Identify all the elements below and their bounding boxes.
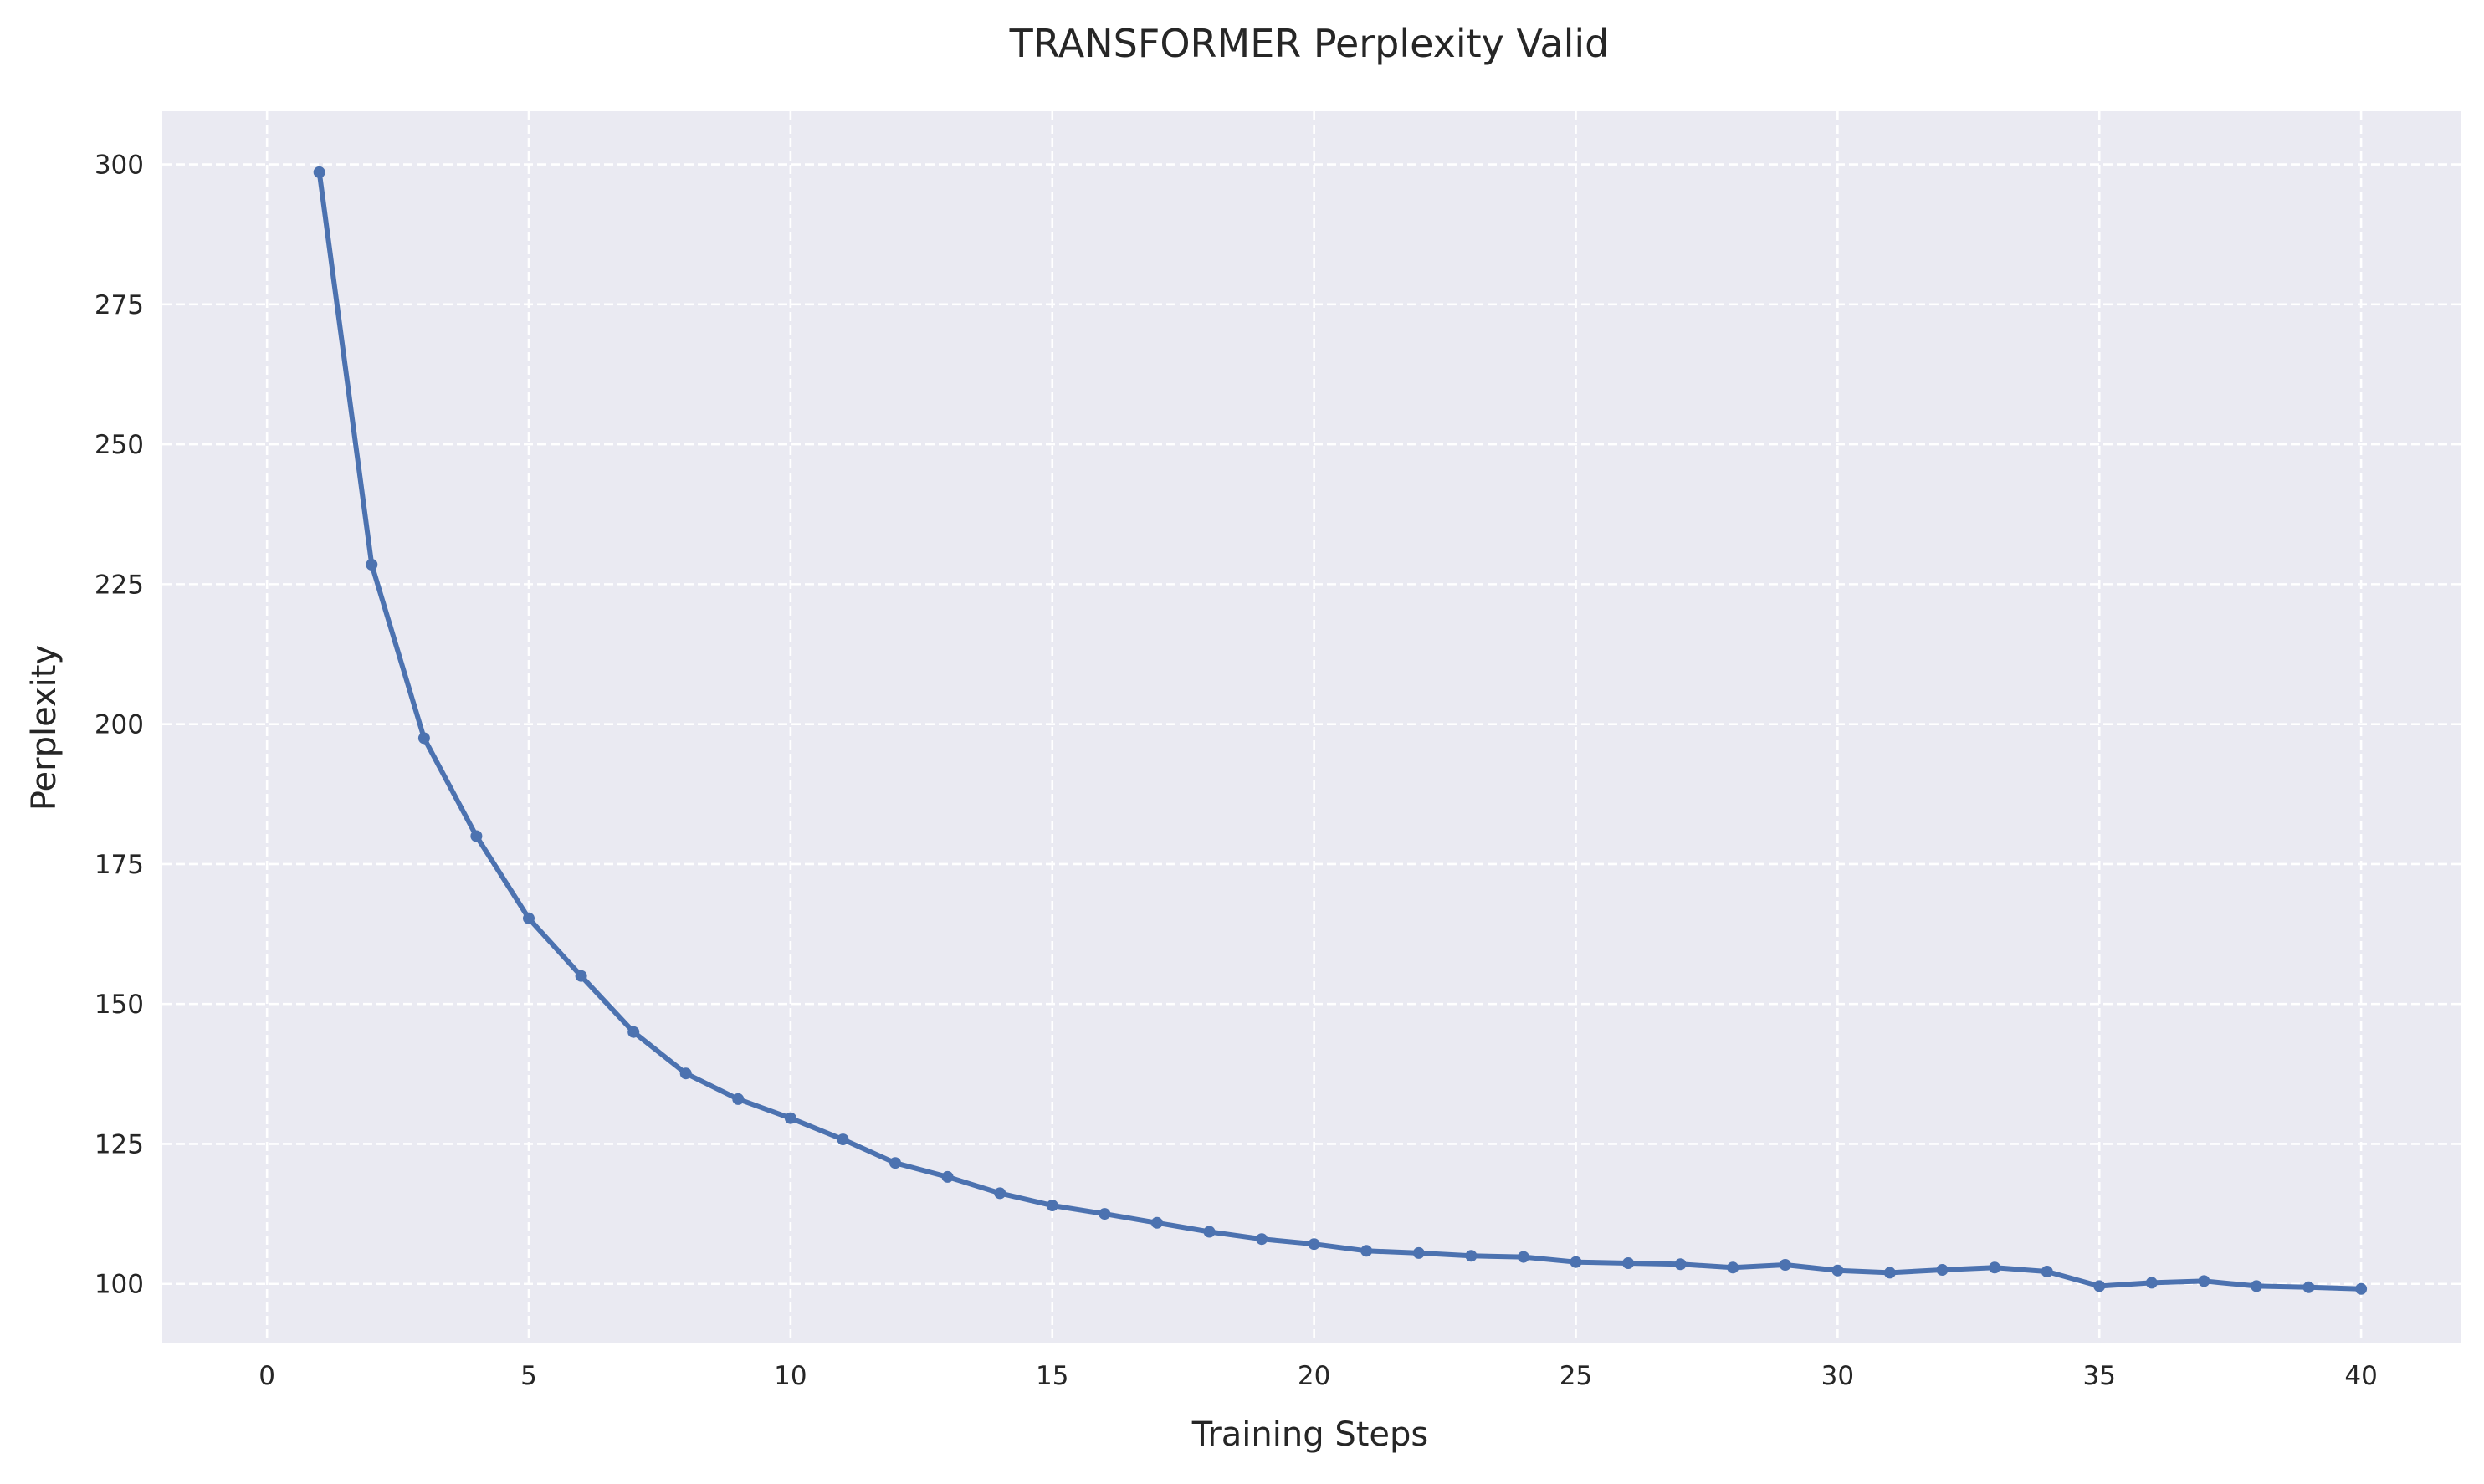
data-point [1883, 1267, 1896, 1279]
y-tick-label: 125 [95, 1129, 144, 1159]
data-point [1831, 1264, 1844, 1277]
data-point [2041, 1266, 2053, 1277]
y-axis-label: Perplexity [25, 645, 64, 811]
data-point [2302, 1281, 2315, 1293]
data-point [1256, 1233, 1268, 1246]
data-point [2355, 1282, 2368, 1295]
grid-lines [162, 111, 2461, 1343]
data-point [1727, 1261, 1739, 1274]
data-point [417, 732, 430, 745]
x-axis-label: Training Steps [1191, 1415, 1428, 1454]
data-point [732, 1093, 745, 1105]
data-point [2093, 1280, 2106, 1292]
data-point [837, 1133, 849, 1146]
data-point [994, 1187, 1006, 1200]
data-point [1989, 1261, 2001, 1274]
data-point [2251, 1280, 2262, 1292]
x-tick-label: 5 [520, 1361, 537, 1391]
x-tick-label: 40 [2344, 1361, 2377, 1391]
y-tick-label: 300 [95, 151, 144, 181]
data-point [1570, 1256, 1582, 1268]
data-point [470, 830, 483, 842]
data-point [889, 1157, 901, 1169]
data-point [941, 1170, 954, 1183]
data-point [313, 166, 325, 178]
plot-background [162, 111, 2461, 1343]
series-points [313, 166, 2368, 1295]
data-point [1099, 1208, 1111, 1220]
data-point [1622, 1257, 1635, 1269]
data-point [1936, 1264, 1949, 1276]
y-tick-label: 175 [95, 850, 144, 880]
data-point [1308, 1238, 1320, 1251]
data-point [1412, 1246, 1425, 1259]
data-point [2145, 1277, 2158, 1289]
series-line [316, 169, 2364, 1292]
data-point [1360, 1245, 1373, 1257]
data-point [784, 1112, 796, 1124]
y-tick-label: 250 [95, 430, 144, 460]
data-point [627, 1026, 640, 1038]
y-tick-label: 225 [95, 570, 144, 600]
data-point [1779, 1259, 1791, 1271]
chart-title: TRANSFORMER Perplexity Valid [1009, 21, 1610, 66]
x-tick-label: 25 [1560, 1361, 1592, 1391]
data-point [1465, 1250, 1478, 1262]
y-tick-label: 150 [95, 990, 144, 1020]
x-tick-label: 30 [1821, 1361, 1854, 1391]
data-point [1203, 1226, 1216, 1238]
y-tick-label: 100 [95, 1270, 144, 1300]
x-tick-label: 0 [259, 1361, 275, 1391]
data-point [523, 912, 535, 924]
data-point [1517, 1251, 1529, 1263]
data-point [366, 559, 378, 571]
data-point [1674, 1258, 1687, 1271]
data-point [575, 970, 587, 982]
y-tick-label: 200 [95, 710, 144, 740]
x-tick-label: 15 [1036, 1361, 1068, 1391]
data-point [1046, 1200, 1058, 1212]
x-tick-label: 20 [1298, 1361, 1330, 1391]
y-tick-label: 275 [95, 290, 144, 320]
data-point [1150, 1216, 1163, 1229]
data-point [679, 1067, 692, 1080]
data-point [2198, 1275, 2210, 1287]
x-tick-label: 35 [2083, 1361, 2116, 1391]
y-axis-ticks: 100 125 150 175 200 225 250 275 300 [95, 151, 144, 1300]
x-axis-ticks: 0 5 10 15 20 25 30 35 40 [259, 1361, 2378, 1391]
x-tick-label: 10 [774, 1361, 807, 1391]
